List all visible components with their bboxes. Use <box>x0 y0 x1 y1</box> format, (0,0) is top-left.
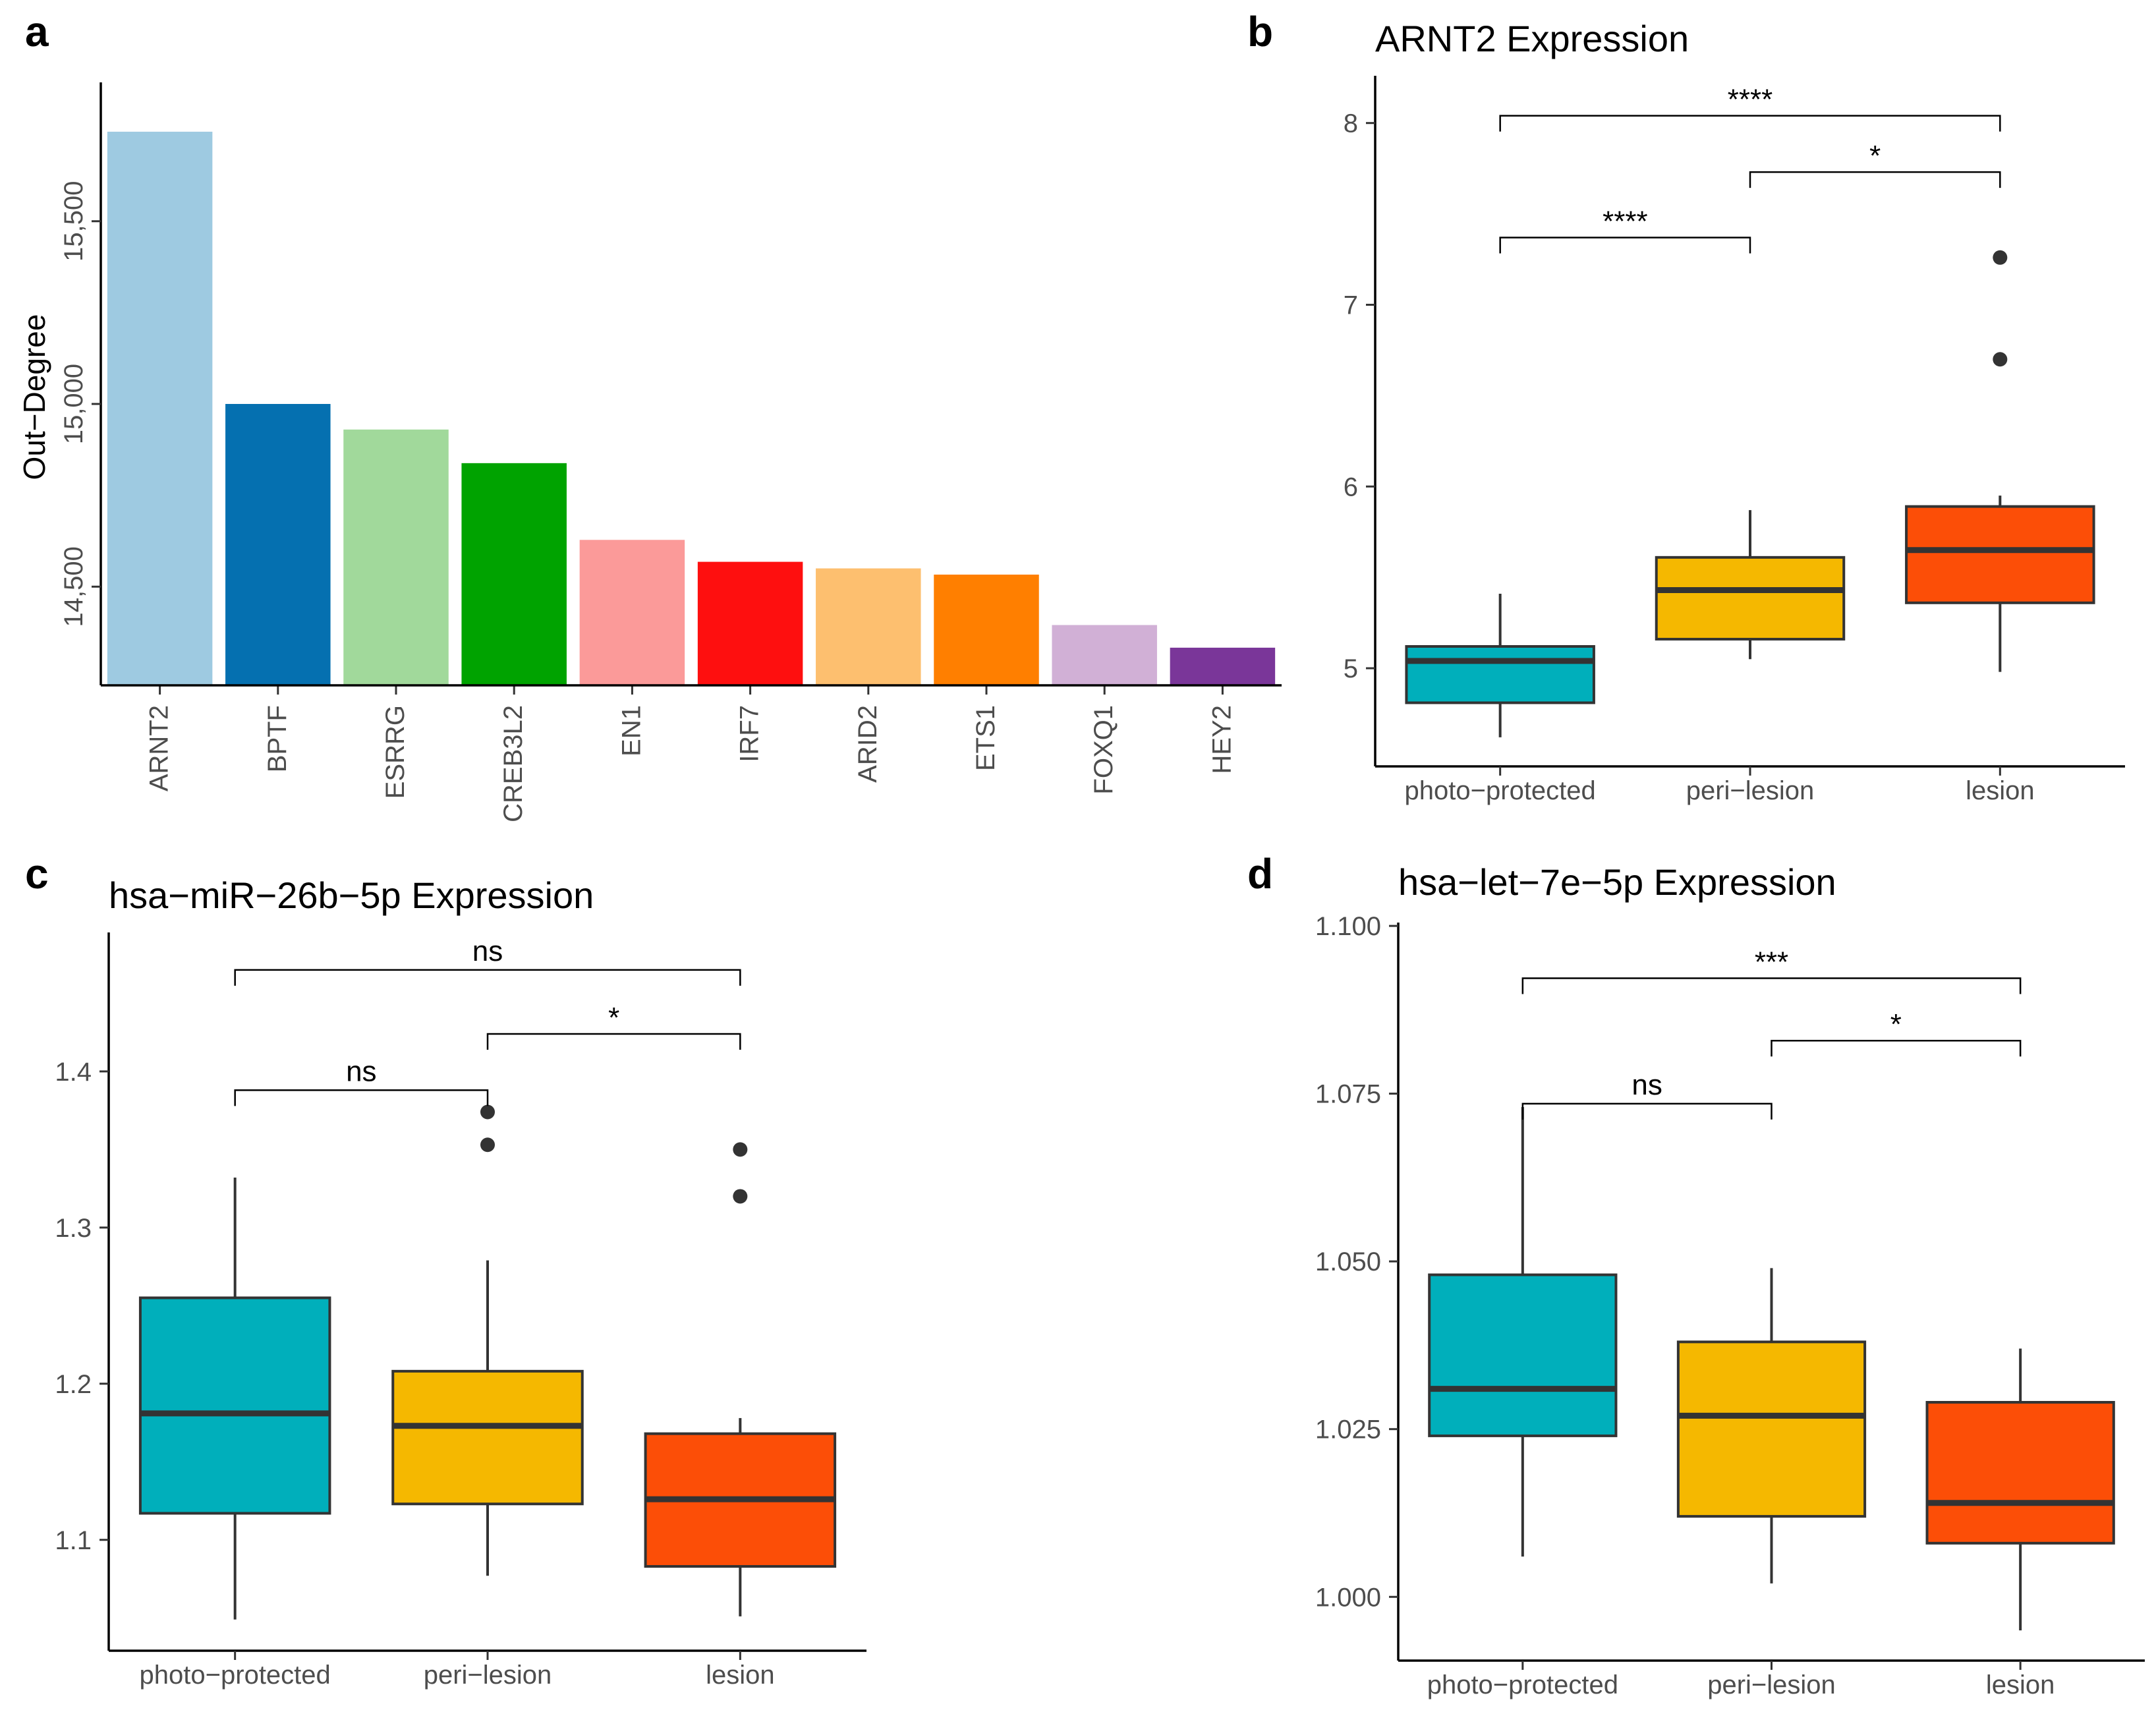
significance-bracket <box>1521 1102 1773 1120</box>
y-tick-label: 1.2 <box>55 1370 92 1399</box>
box-1 <box>1676 1340 1867 1518</box>
bar-en1 <box>579 540 685 685</box>
outlier-point <box>1993 352 2008 367</box>
outlier-point <box>1993 250 2008 265</box>
panel-letter-d: d <box>1247 850 1273 898</box>
y-tick-label: 8 <box>1344 109 1358 138</box>
panel-letter-b: b <box>1247 8 1273 55</box>
x-tick-label: CREB3L2 <box>499 705 528 822</box>
y-tick-label: 1.1 <box>55 1526 92 1555</box>
significance-bracket <box>234 1089 489 1106</box>
y-tick-label: 1.025 <box>1315 1415 1381 1444</box>
box-1 <box>1655 556 1846 641</box>
y-tick-label: 15,000 <box>59 364 88 444</box>
y-tick-label: 6 <box>1344 472 1358 501</box>
y-tick-label: 15,500 <box>59 181 88 262</box>
box-1 <box>391 1369 584 1506</box>
significance-label: * <box>608 1002 619 1034</box>
bar-arnt2 <box>107 131 213 685</box>
y-tick-label: 1.075 <box>1315 1080 1381 1109</box>
panel-letter-a: a <box>25 8 49 55</box>
x-tick-label: ARID2 <box>853 705 882 783</box>
bar-irf7 <box>697 561 803 685</box>
box-2 <box>1925 1401 2115 1545</box>
y-tick-label: 1.3 <box>55 1214 92 1243</box>
significance-bracket <box>1771 1039 2022 1057</box>
significance-label: ns <box>1631 1069 1662 1101</box>
box-0 <box>1405 644 1595 704</box>
panel-c-boxplot: c hsa−miR−26b−5p Expression 1.1 1.2 1.3 1.4 ph… <box>25 850 866 1690</box>
y-tick-label: 14,500 <box>59 546 88 627</box>
y-axis-label: Out−Degree <box>17 314 51 480</box>
x-tick-label: peri−lesion <box>1707 1670 1836 1699</box>
significance-bracket <box>1749 171 2001 188</box>
significance-label: ns <box>472 935 503 967</box>
x-tick-label: ARNT2 <box>145 705 174 791</box>
panel-letter-c: c <box>25 850 49 898</box>
significance-label: **** <box>1603 205 1648 237</box>
outlier-point <box>480 1104 495 1120</box>
significance-label: ns <box>346 1055 376 1087</box>
bar-hey2 <box>1170 647 1276 685</box>
y-tick-label: 1.050 <box>1315 1247 1381 1276</box>
y-tick-label: 7 <box>1344 291 1358 320</box>
panel-b-boxplot: b ARNT2 Expression 5 6 7 8 photo−protected peri… <box>1247 8 2125 805</box>
x-tick-label: HEY2 <box>1207 705 1236 774</box>
bar-ets1 <box>934 574 1039 685</box>
outlier-point <box>733 1142 748 1157</box>
significance-label: *** <box>1755 946 1788 979</box>
x-tick-label: lesion <box>1986 1670 2055 1699</box>
x-tick-label: IRF7 <box>735 705 764 762</box>
x-tick-label: peri−lesion <box>424 1661 552 1690</box>
x-tick-label: lesion <box>1966 776 2035 805</box>
significance-bracket <box>1521 977 2022 994</box>
panel-d-boxplot: d hsa−let−7e−5p Expression 1.000 1.025 1.050… <box>1247 850 2145 1699</box>
bar-bptf <box>225 404 331 685</box>
x-tick-label: photo−protected <box>1405 776 1596 805</box>
bar-arid2 <box>816 568 921 685</box>
outlier-point <box>480 1137 495 1153</box>
x-tick-label: BPTF <box>263 705 292 772</box>
x-tick-label: lesion <box>706 1661 775 1690</box>
y-tick-label: 1.100 <box>1315 912 1381 941</box>
y-tick-label: 1.000 <box>1315 1583 1381 1612</box>
x-tick-label: ETS1 <box>971 705 1000 771</box>
panel-a-bar-chart: a ARNT2 BPTF ESRRG CREB3L2 EN1 IRF7 ARID2 ETS1 FO… <box>17 8 1282 822</box>
significance-label: * <box>1869 140 1881 172</box>
y-tick-label: 5 <box>1344 654 1358 683</box>
x-tick-label: FOXQ1 <box>1089 705 1118 795</box>
bar-creb3l2 <box>461 463 567 685</box>
box-0 <box>138 1296 331 1515</box>
x-tick-label: EN1 <box>617 705 646 756</box>
significance-label: * <box>1890 1008 1902 1041</box>
y-tick-label: 1.4 <box>55 1058 92 1087</box>
significance-bracket <box>486 1033 741 1050</box>
bar-esrrg <box>343 429 449 685</box>
plot-title: ARNT2 Expression <box>1375 18 1689 59</box>
outlier-point <box>733 1189 748 1204</box>
significance-bracket <box>1499 237 1751 254</box>
box-2 <box>1905 505 2095 604</box>
x-tick-label: photo−protected <box>1427 1670 1618 1699</box>
bar-foxq1 <box>1052 625 1157 685</box>
significance-bracket <box>234 969 741 986</box>
significance-label: **** <box>1728 84 1773 116</box>
significance-bracket <box>1499 115 2001 132</box>
plot-title: hsa−let−7e−5p Expression <box>1398 861 1836 903</box>
x-tick-label: ESRRG <box>381 705 410 799</box>
x-tick-label: photo−protected <box>140 1661 331 1690</box>
plot-title: hsa−miR−26b−5p Expression <box>109 874 594 916</box>
box-0 <box>1428 1273 1618 1437</box>
x-tick-label: peri−lesion <box>1686 776 1815 805</box>
